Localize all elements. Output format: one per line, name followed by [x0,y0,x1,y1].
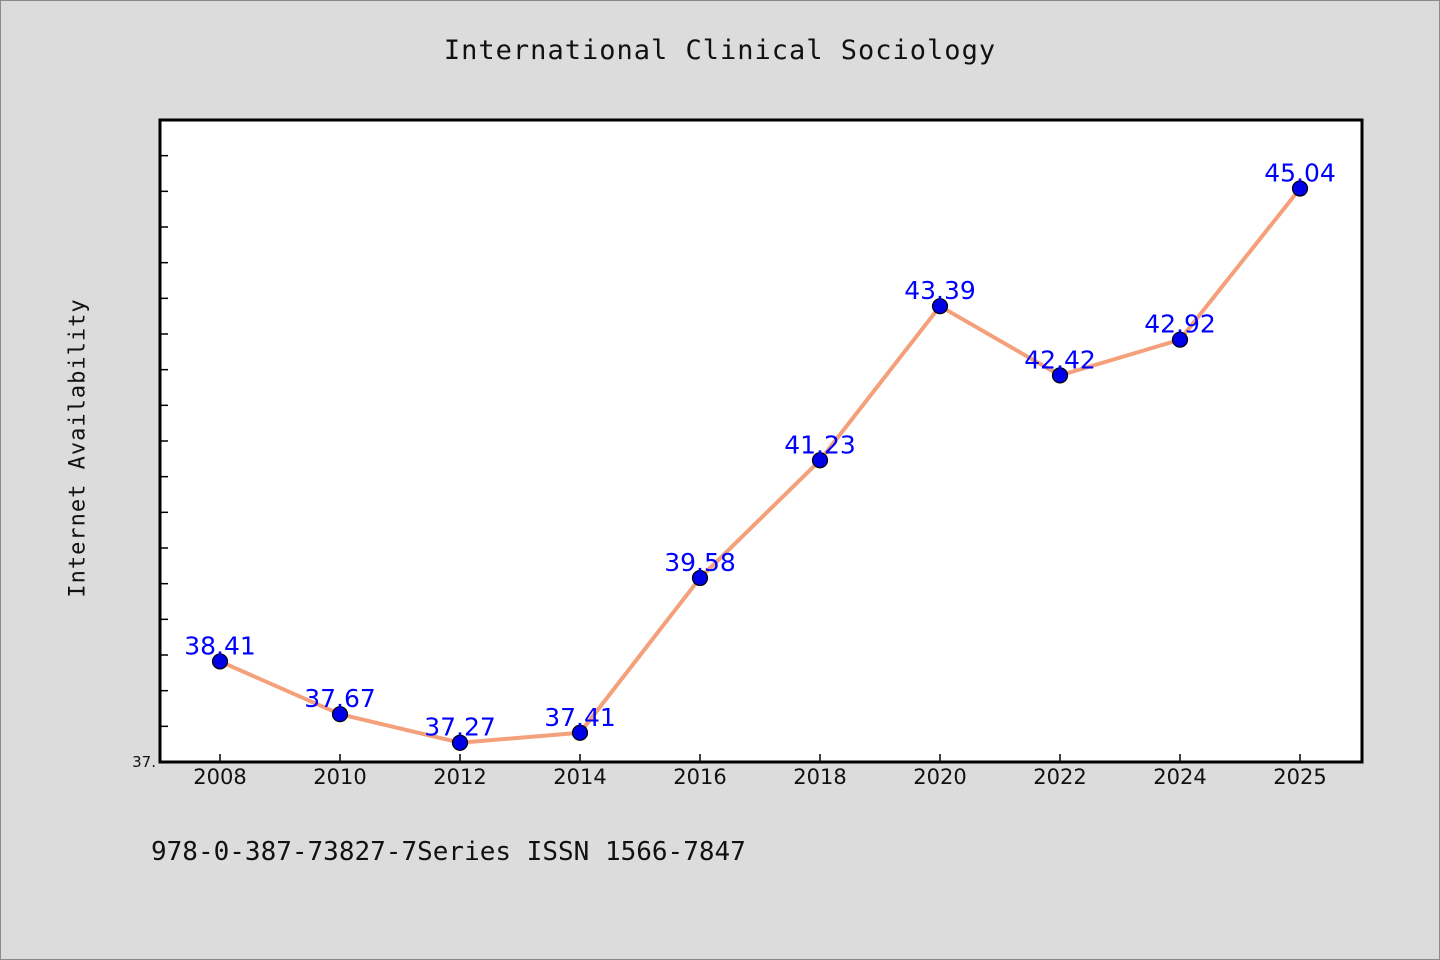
data-label: 41.23 [784,430,856,459]
y-tick-label: 37. [132,753,156,771]
data-point [571,724,589,741]
chart-title: International Clinical Sociology [443,35,997,66]
x-tick-label: 2010 [313,765,366,789]
data-label: 38.41 [184,631,256,660]
data-point [451,734,469,751]
data-label: 45.04 [1264,158,1336,187]
data-point [1171,331,1189,348]
data-point [691,569,709,587]
data-point [331,706,349,723]
x-tick-label: 2024 [1153,765,1206,789]
x-axis-ticks: 2008 2010 2012 2014 2016 2018 2020 2022 2024 2025 [193,754,1327,789]
data-label: 37.27 [424,713,496,742]
x-tick-label: 2014 [553,765,606,789]
footer-isbn-issn: 978-0-387-73827-7Series ISSN 1566-7847 [151,837,746,867]
data-point [1291,180,1309,197]
x-tick-label: 2012 [433,765,486,789]
x-tick-label: 2025 [1273,765,1326,789]
x-tick-label: 2020 [913,765,966,789]
data-label: 39.58 [664,548,736,577]
x-tick-label: 2022 [1033,765,1086,789]
x-tick-label: 2016 [673,765,726,789]
x-tick-label: 2018 [793,765,846,789]
data-label: 42.42 [1024,345,1096,374]
data-markers [211,180,1309,751]
data-label: 42.92 [1144,310,1216,339]
data-point [1051,367,1069,384]
data-point [931,298,949,315]
x-tick-label: 2008 [193,765,246,789]
data-point [211,653,229,670]
y-axis-ticks: 37. [132,154,168,771]
series-line [219,187,1302,745]
data-label: 37.67 [304,684,376,713]
plot-area [158,118,1364,764]
data-label: 43.39 [904,276,976,305]
data-label: 37.41 [544,703,616,732]
data-point [811,452,829,469]
data-labels: 38.41 37.67 37.27 37.41 39.58 41.23 43.39 42.42… [184,158,1336,741]
